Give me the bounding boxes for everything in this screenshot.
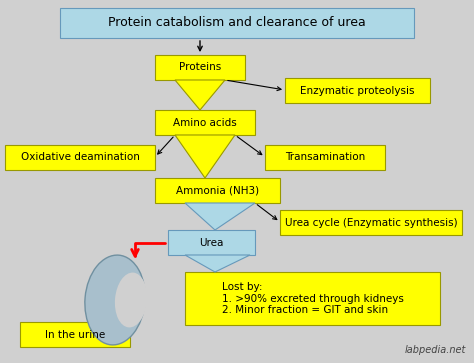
FancyBboxPatch shape <box>185 272 440 325</box>
Ellipse shape <box>85 255 145 345</box>
FancyBboxPatch shape <box>168 230 255 255</box>
FancyBboxPatch shape <box>285 78 430 103</box>
Text: Amino acids: Amino acids <box>173 118 237 127</box>
FancyBboxPatch shape <box>20 322 130 347</box>
Text: Protein catabolism and clearance of urea: Protein catabolism and clearance of urea <box>108 16 366 29</box>
Polygon shape <box>185 255 250 272</box>
Text: Proteins: Proteins <box>179 62 221 73</box>
Text: Urea cycle (Enzymatic synthesis): Urea cycle (Enzymatic synthesis) <box>285 217 457 228</box>
Polygon shape <box>175 135 235 178</box>
FancyBboxPatch shape <box>280 210 462 235</box>
Text: Oxidative deamination: Oxidative deamination <box>20 152 139 163</box>
Polygon shape <box>175 80 225 110</box>
Text: In the urine: In the urine <box>45 330 105 339</box>
Text: labpedia.net: labpedia.net <box>405 345 466 355</box>
FancyBboxPatch shape <box>155 55 245 80</box>
FancyBboxPatch shape <box>155 178 280 203</box>
Text: Ammonia (NH3): Ammonia (NH3) <box>176 185 259 196</box>
Polygon shape <box>185 203 255 230</box>
Text: Transamination: Transamination <box>285 152 365 163</box>
FancyBboxPatch shape <box>5 145 155 170</box>
FancyBboxPatch shape <box>265 145 385 170</box>
Ellipse shape <box>115 273 147 327</box>
Text: Enzymatic proteolysis: Enzymatic proteolysis <box>300 86 415 95</box>
Text: Lost by:
1. >90% excreted through kidneys
2. Minor fraction = GIT and skin: Lost by: 1. >90% excreted through kidney… <box>221 282 403 315</box>
FancyBboxPatch shape <box>155 110 255 135</box>
Text: Urea: Urea <box>199 237 224 248</box>
FancyBboxPatch shape <box>60 8 414 38</box>
